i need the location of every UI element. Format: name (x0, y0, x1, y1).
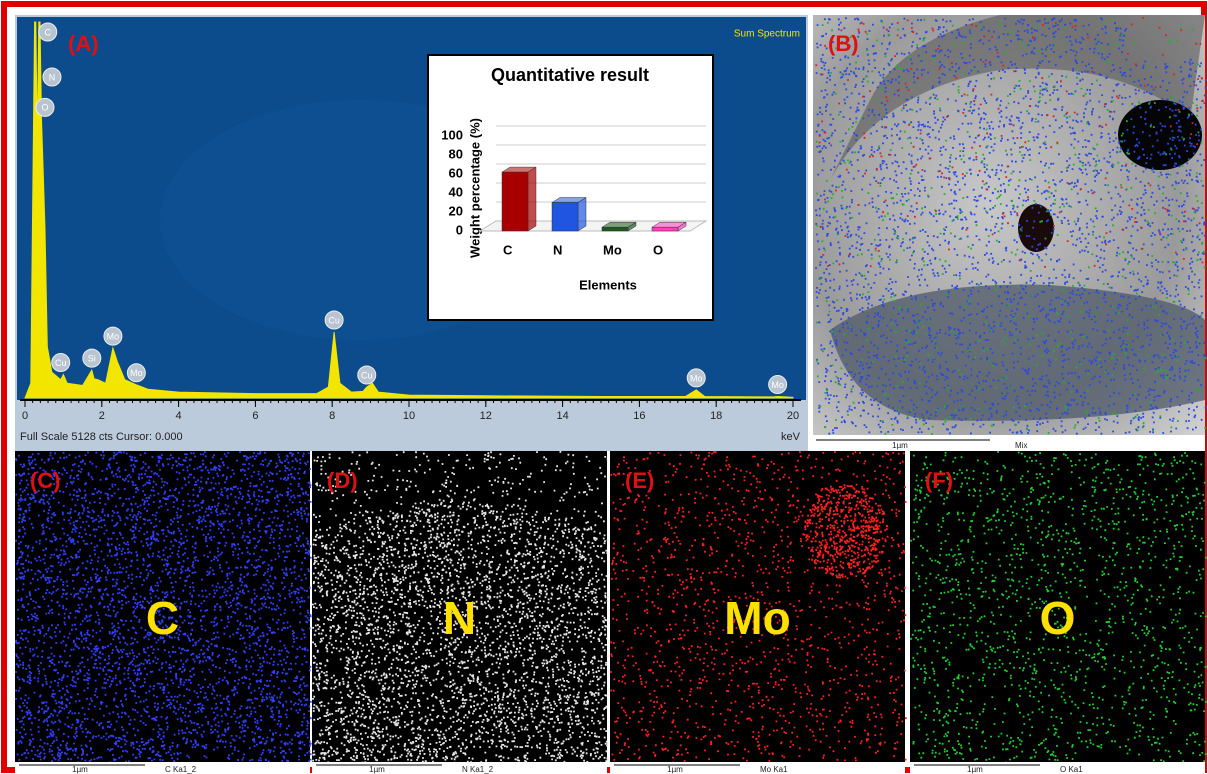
x-tick-label: C (503, 242, 513, 257)
inset-x-label: Elements (579, 277, 637, 292)
x-tick-label: 20 (787, 410, 799, 422)
peak-label: N (49, 72, 56, 82)
peak-label: O (41, 103, 48, 113)
map-caption: N Ka1_2 (462, 765, 494, 774)
scale-strip (312, 762, 607, 774)
scale-label: 1µm (369, 765, 385, 774)
peak-label: Mo (771, 380, 784, 390)
x-tick-label: 8 (329, 410, 335, 422)
x-tick-label: 14 (556, 410, 568, 422)
figure: (A) Sum Spectrum Full Scale 5128 cts Cur… (0, 0, 1208, 774)
x-tick-label: 0 (22, 410, 28, 422)
x-tick-label: 18 (710, 410, 722, 422)
scale-label: 1µm (967, 765, 983, 774)
scale-label: 1µm (892, 441, 908, 450)
y-tick-label: 0 (456, 222, 463, 237)
peak-label: Si (88, 354, 96, 364)
peak-label: Cu (361, 370, 373, 380)
map-caption: Mo Ka1 (760, 765, 788, 774)
inset-title: Quantitative result (491, 65, 649, 85)
panel-label: (C) (30, 468, 61, 493)
peak-label: Mo (130, 368, 143, 378)
panel-label: (A) (68, 31, 99, 56)
spectrum-title: Sum Spectrum (734, 29, 800, 40)
peak-label: Cu (55, 358, 67, 368)
bar (602, 227, 628, 231)
scale-strip (610, 762, 905, 774)
y-tick-label: 60 (449, 165, 463, 180)
map-caption: Mix (1015, 441, 1027, 450)
element-label: Mo (724, 592, 790, 644)
bar (502, 172, 528, 231)
peak-label: Mo (690, 373, 703, 383)
panel-label: (F) (925, 468, 953, 493)
x-tick-label: N (553, 242, 562, 257)
peak-label: C (45, 27, 52, 37)
y-tick-label: 80 (449, 146, 463, 161)
x-tick-label: 6 (252, 410, 258, 422)
element-label: N (443, 592, 476, 644)
peak-label: Cu (328, 315, 340, 325)
x-tick-label: 16 (633, 410, 645, 422)
scale-label: 1µm (667, 765, 683, 774)
panel-label: (B) (828, 31, 859, 56)
image-shade (830, 285, 1205, 421)
map-caption: O Ka1 (1060, 765, 1083, 774)
x-axis-label: keV (781, 431, 801, 443)
page: {"chart_data": [ {"type": "area", "title… (0, 0, 1208, 774)
y-tick-label: 100 (441, 127, 463, 142)
bar (652, 227, 678, 231)
x-tick-label: 12 (480, 410, 492, 422)
inset-y-label: Weight percentage (%) (467, 118, 482, 258)
element-label: O (1040, 592, 1076, 644)
panel-label: (D) (327, 468, 358, 493)
scale-strip (813, 435, 1205, 451)
y-tick-label: 40 (449, 184, 463, 199)
map-caption: C Ka1_2 (165, 765, 197, 774)
x-tick-label: 2 (99, 410, 105, 422)
x-tick-label: 4 (176, 410, 182, 422)
spectrum-footer: Full Scale 5128 cts Cursor: 0.000 (20, 431, 183, 443)
scale-strip (15, 762, 310, 774)
x-tick-label: 10 (403, 410, 415, 422)
element-label: C (146, 592, 179, 644)
panel-label: (E) (625, 468, 654, 493)
bar-side (528, 167, 536, 231)
y-tick-label: 20 (449, 203, 463, 218)
bar (552, 203, 578, 232)
scale-label: 1µm (72, 765, 88, 774)
scale-strip (910, 762, 1205, 774)
x-tick-label: O (653, 242, 663, 257)
peak-label: Mo (107, 332, 120, 342)
element-maps: (C) C 1µm C Ka1_2 (D) N 1µm N Ka1_2 (E) Mo 1µm Mo K… (15, 451, 1207, 774)
x-tick-label: Mo (603, 242, 622, 257)
bar-side (578, 198, 586, 232)
